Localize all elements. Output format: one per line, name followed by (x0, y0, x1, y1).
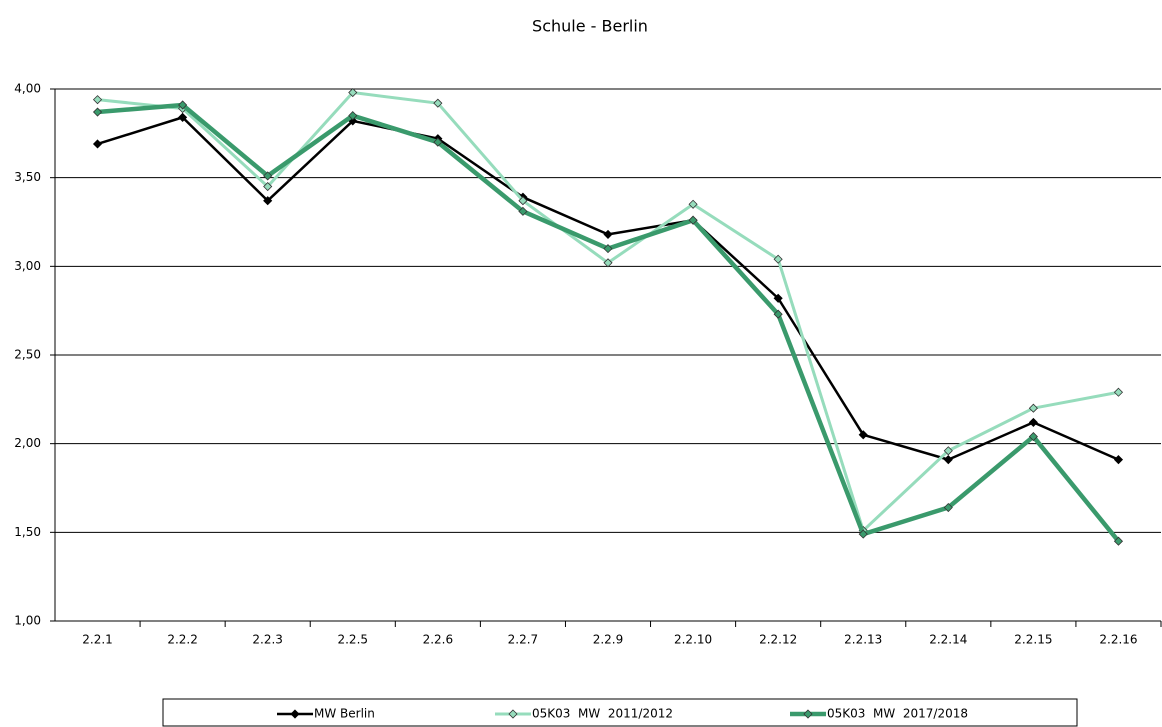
legend-label: 05K03 MW 2017/2018 (827, 707, 968, 721)
point (178, 100, 188, 110)
point (688, 199, 698, 209)
y-tick-label: 3,00 (14, 259, 41, 273)
point (943, 446, 953, 456)
legend-box (162, 698, 1078, 727)
point (518, 206, 528, 216)
x-tick-label: 2.2.5 (337, 633, 368, 647)
legend-marker (803, 709, 813, 719)
point (92, 95, 103, 105)
point (943, 455, 953, 465)
x-tick-label: 2.2.12 (759, 633, 797, 647)
point (773, 293, 783, 303)
point (1113, 387, 1124, 397)
x-tick-label: 2.2.9 (593, 633, 624, 647)
legend-marker (508, 709, 518, 719)
point (433, 98, 443, 108)
y-tick-label: 3,50 (14, 170, 41, 184)
point (773, 309, 783, 319)
point (92, 107, 103, 117)
x-tick-label: 2.2.10 (674, 633, 712, 647)
x-tick-label: 2.2.1 (82, 633, 113, 647)
point (1113, 455, 1124, 465)
y-tick-label: 2,50 (14, 348, 41, 362)
point (263, 171, 273, 181)
x-tick-label: 2.2.16 (1099, 633, 1137, 647)
point (433, 137, 443, 147)
point (518, 196, 528, 206)
point (603, 229, 613, 239)
x-tick-label: 2.2.13 (844, 633, 882, 647)
series-line (97, 91, 1119, 533)
y-tick-label: 4,00 (14, 82, 41, 96)
point (1113, 536, 1124, 546)
point (603, 258, 613, 268)
x-tick-label: 2.2.6 (423, 633, 454, 647)
point (92, 139, 103, 149)
legend-label: 05K03 MW 2011/2012 (532, 707, 673, 721)
chart-title: Schule - Berlin (532, 17, 648, 36)
x-tick-label: 2.2.2 (167, 633, 198, 647)
x-tick-label: 2.2.7 (508, 633, 539, 647)
point (178, 112, 188, 122)
y-tick-label: 2,00 (14, 436, 41, 450)
y-tick-label: 1,50 (14, 525, 41, 539)
point (858, 430, 868, 440)
y-tick-label: 1,00 (14, 614, 41, 628)
point (263, 196, 273, 206)
point (773, 254, 783, 264)
legend-marker (290, 709, 300, 719)
x-tick-label: 2.2.15 (1014, 633, 1052, 647)
point (688, 215, 698, 225)
point (348, 111, 358, 121)
legend-label: MW Berlin (314, 707, 375, 721)
point (1028, 403, 1038, 413)
point (943, 502, 953, 513)
point (348, 87, 358, 98)
point (603, 244, 613, 254)
point (858, 529, 868, 539)
x-tick-label: 2.2.14 (929, 633, 967, 647)
x-tick-label: 2.2.3 (252, 633, 283, 647)
point (1028, 432, 1038, 442)
series-line (97, 116, 1119, 461)
point (1028, 417, 1038, 427)
point (263, 181, 273, 192)
